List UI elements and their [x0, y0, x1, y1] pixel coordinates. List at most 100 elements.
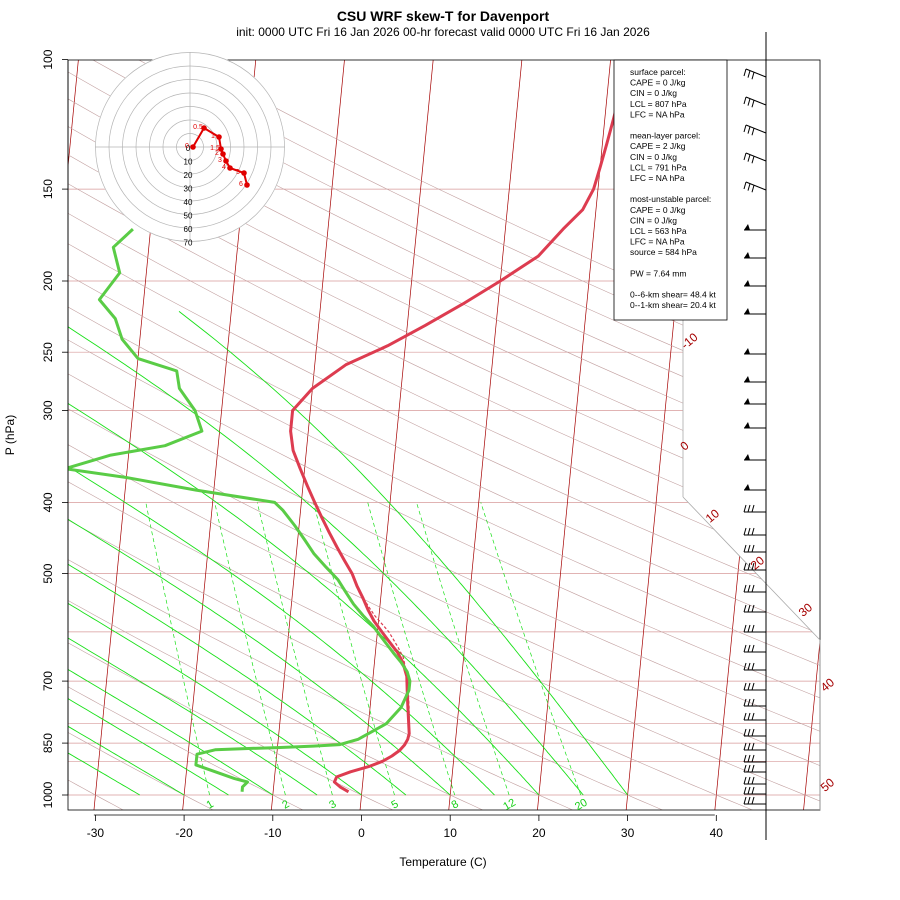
wind-barb-flag — [743, 544, 747, 553]
wind-barb-flag — [743, 527, 747, 536]
info-line: LFC = NA hPa — [630, 173, 685, 183]
wind-barb — [743, 68, 767, 80]
moist-adiabat-line — [68, 402, 540, 796]
wind-barb-shaft — [745, 124, 767, 134]
moist-adiabat-line — [178, 311, 628, 796]
wind-barb — [744, 422, 766, 429]
wind-barb-flag — [751, 682, 755, 691]
wind-barb-pennant — [744, 224, 750, 230]
wind-barb-flag — [747, 644, 751, 653]
wind-barb — [743, 96, 767, 108]
y-axis-label: P (hPa) — [3, 415, 17, 455]
wind-barb-pennant — [744, 454, 750, 460]
wind-barb-flag — [751, 754, 755, 763]
wind-barb-flag — [747, 712, 751, 721]
wind-barb-flag — [751, 185, 755, 193]
wind-barb-flag — [751, 100, 755, 108]
info-box-frame — [613, 59, 728, 321]
mixing-ratio-line — [313, 502, 395, 796]
y-tick-label: 150 — [41, 179, 55, 199]
wind-barb-flag — [743, 152, 747, 161]
wind-barb — [744, 376, 766, 383]
frame-edge-diagonal — [682, 496, 821, 641]
dry-adiabat-line — [68, 732, 214, 810]
wind-barb-flag — [743, 504, 747, 513]
wind-barb-flag — [747, 126, 751, 134]
wind-barb-flag — [747, 504, 751, 513]
wind-barb-flag — [751, 584, 755, 593]
wind-barb — [743, 181, 767, 193]
wind-barb-flag — [743, 786, 747, 795]
wind-barb — [744, 308, 766, 315]
dry-adiabat-line — [68, 481, 754, 810]
wind-barb-flag — [743, 776, 747, 785]
wind-barb — [744, 252, 766, 259]
isotherm-line — [537, 60, 611, 810]
wind-barb-flag — [751, 544, 755, 553]
wind-barb-flag — [747, 154, 751, 162]
mixing-ratio-label: 20 — [573, 797, 590, 814]
wind-barb-flag — [751, 504, 755, 513]
x-tick-label: -30 — [87, 826, 105, 840]
wind-barb-flag — [743, 764, 747, 773]
wind-barb-flag — [743, 796, 747, 805]
dry-adiabat-line — [68, 519, 664, 810]
wind-barb-pennant — [744, 422, 750, 428]
wind-barb-flag — [751, 786, 755, 795]
wind-barb-flag — [751, 776, 755, 785]
wind-barb-shaft — [745, 96, 767, 106]
wind-barb — [743, 604, 766, 613]
info-line: 0--6-km shear= 48.4 kt — [630, 290, 716, 300]
wind-barb-flag — [751, 128, 755, 136]
wind-barb-flag — [743, 698, 747, 707]
wind-barb — [743, 776, 766, 785]
y-tick-label: 250 — [41, 342, 55, 362]
wind-barb-flag — [747, 70, 751, 78]
hodograph-point — [241, 170, 247, 176]
info-line: source = 584 hPa — [630, 247, 697, 257]
wind-barb-flag — [743, 584, 747, 593]
moist-adiabat-line — [68, 725, 185, 796]
chart-subtitle: init: 0000 UTC Fri 16 Jan 2026 00-hr for… — [236, 25, 650, 39]
wind-barb-flag — [751, 712, 755, 721]
temperature-line — [289, 60, 630, 794]
wind-barb-pennant — [744, 280, 750, 286]
wind-barb-flag — [743, 604, 747, 613]
dry-adiabat-line — [68, 183, 820, 545]
y-tick-label: 850 — [41, 733, 55, 753]
info-line: LCL = 563 hPa — [630, 226, 687, 236]
hodograph-point-label: 0.5 — [193, 124, 203, 131]
hodograph-ring-label: 50 — [184, 212, 193, 221]
info-line: LFC = NA hPa — [630, 109, 685, 119]
wind-barb-flag — [747, 584, 751, 593]
wind-barb — [744, 348, 766, 355]
wind-barb-flag — [751, 604, 755, 613]
wind-barb-flag — [747, 728, 751, 737]
hodograph-point — [220, 151, 226, 157]
x-tick-label: 30 — [621, 826, 635, 840]
dry-adiabat-line — [68, 642, 394, 810]
wind-barb — [743, 124, 767, 136]
hodograph-ring-label: 60 — [184, 225, 193, 234]
wind-barb-flag — [751, 764, 755, 773]
info-line: LCL = 791 hPa — [630, 162, 687, 172]
wind-barb — [744, 398, 766, 405]
wind-barb-flag — [747, 544, 751, 553]
wind-barb-flag — [751, 72, 755, 80]
wind-barb-flag — [743, 682, 747, 691]
info-line: 0--1-km shear= 20.4 kt — [630, 300, 716, 310]
wind-barb — [743, 527, 766, 536]
wind-barb-flag — [743, 124, 747, 133]
moist-adiabat-line — [68, 637, 318, 796]
info-line: CIN = 0 J/kg — [630, 88, 677, 98]
x-axis: -30 -20 -10 0 10 20 30 40 — [87, 814, 723, 840]
hodograph-ring-label: 30 — [184, 185, 193, 194]
wind-barb — [743, 682, 766, 691]
wind-barb-flag — [747, 742, 751, 751]
dry-adiabat-line — [68, 243, 820, 604]
wind-barb — [744, 484, 766, 491]
wind-barb-flag — [747, 604, 751, 613]
parcel-line — [351, 573, 410, 734]
info-line: CIN = 0 J/kg — [630, 215, 677, 225]
wind-barb-flag — [743, 728, 747, 737]
